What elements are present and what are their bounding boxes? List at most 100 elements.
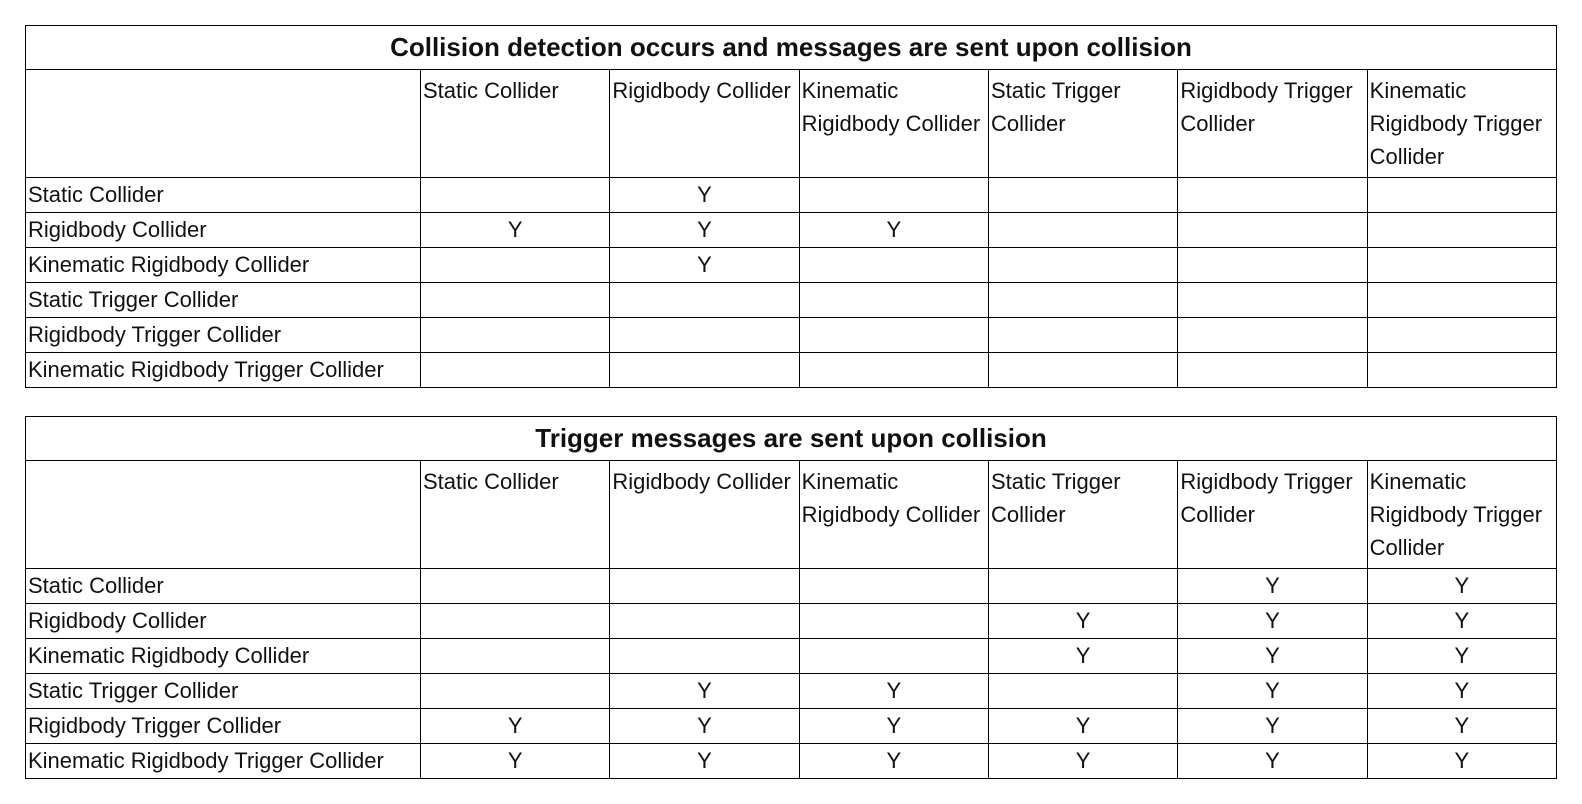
column-header: Static Trigger Collider (988, 70, 1177, 178)
table-row: Static Collider Y Y (26, 569, 1557, 604)
data-cell: Y (988, 744, 1177, 779)
data-cell (1367, 178, 1556, 213)
row-header: Rigidbody Collider (26, 213, 421, 248)
data-cell: Y (1178, 639, 1367, 674)
data-cell (988, 248, 1177, 283)
data-cell (1367, 318, 1556, 353)
data-cell (799, 639, 988, 674)
row-header: Kinematic Rigidbody Collider (26, 248, 421, 283)
data-cell: Y (799, 213, 988, 248)
collision-detection-table: Collision detection occurs and messages … (25, 25, 1557, 388)
data-cell (799, 353, 988, 388)
data-cell (421, 674, 610, 709)
data-cell: Y (799, 744, 988, 779)
column-header: Rigidbody Collider (610, 70, 799, 178)
data-cell: Y (421, 709, 610, 744)
data-cell (421, 283, 610, 318)
data-cell: Y (1178, 744, 1367, 779)
data-cell: Y (1367, 744, 1556, 779)
row-header: Rigidbody Trigger Collider (26, 709, 421, 744)
data-cell: Y (1367, 639, 1556, 674)
table-row: Kinematic Rigidbody Collider Y Y Y (26, 639, 1557, 674)
table-row: Kinematic Rigidbody Trigger Collider (26, 353, 1557, 388)
row-header: Static Collider (26, 569, 421, 604)
data-cell (421, 248, 610, 283)
table-row: Rigidbody Collider Y Y Y (26, 213, 1557, 248)
data-cell (1367, 353, 1556, 388)
column-header-row: Static Collider Rigidbody Collider Kinem… (26, 70, 1557, 178)
table-row: Static Collider Y (26, 178, 1557, 213)
data-cell: Y (610, 674, 799, 709)
table-title: Collision detection occurs and messages … (26, 26, 1557, 70)
data-cell (1367, 213, 1556, 248)
data-cell: Y (799, 709, 988, 744)
data-cell (421, 318, 610, 353)
data-cell (988, 353, 1177, 388)
data-cell: Y (988, 604, 1177, 639)
table-row: Rigidbody Trigger Collider Y Y Y Y Y Y (26, 709, 1557, 744)
data-cell (421, 353, 610, 388)
column-header: Rigidbody Trigger Collider (1178, 461, 1367, 569)
row-header: Rigidbody Collider (26, 604, 421, 639)
data-cell (1178, 318, 1367, 353)
data-cell (1178, 353, 1367, 388)
data-cell: Y (1367, 674, 1556, 709)
data-cell (421, 569, 610, 604)
data-cell: Y (610, 744, 799, 779)
row-header: Kinematic Rigidbody Trigger Collider (26, 353, 421, 388)
column-header: Static Collider (421, 461, 610, 569)
table-title-row: Trigger messages are sent upon collision (26, 417, 1557, 461)
data-cell: Y (799, 674, 988, 709)
data-cell (421, 604, 610, 639)
data-cell (610, 353, 799, 388)
data-cell: Y (1367, 709, 1556, 744)
data-cell (1178, 248, 1367, 283)
row-header: Kinematic Rigidbody Collider (26, 639, 421, 674)
table-row: Static Trigger Collider Y Y Y Y (26, 674, 1557, 709)
column-header-row: Static Collider Rigidbody Collider Kinem… (26, 461, 1557, 569)
column-header: Rigidbody Collider (610, 461, 799, 569)
data-cell: Y (1178, 569, 1367, 604)
table-gap (25, 388, 1557, 416)
data-cell (610, 604, 799, 639)
data-cell (610, 569, 799, 604)
data-cell (988, 178, 1177, 213)
data-cell (610, 318, 799, 353)
table-row: Static Trigger Collider (26, 283, 1557, 318)
data-cell (988, 318, 1177, 353)
row-header-blank (26, 461, 421, 569)
column-header: Kinematic Rigidbody Collider (799, 70, 988, 178)
data-cell: Y (610, 213, 799, 248)
table-row: Kinematic Rigidbody Collider Y (26, 248, 1557, 283)
column-header: Static Trigger Collider (988, 461, 1177, 569)
data-cell (799, 569, 988, 604)
table-title: Trigger messages are sent upon collision (26, 417, 1557, 461)
column-header: Static Collider (421, 70, 610, 178)
row-header: Kinematic Rigidbody Trigger Collider (26, 744, 421, 779)
row-header: Static Trigger Collider (26, 283, 421, 318)
data-cell: Y (988, 639, 1177, 674)
row-header: Rigidbody Trigger Collider (26, 318, 421, 353)
column-header: Kinematic Rigidbody Trigger Collider (1367, 461, 1556, 569)
data-cell (1178, 213, 1367, 248)
data-cell: Y (1178, 604, 1367, 639)
row-header-blank (26, 70, 421, 178)
data-cell: Y (421, 213, 610, 248)
data-cell: Y (988, 709, 1177, 744)
data-cell (799, 318, 988, 353)
data-cell: Y (1178, 709, 1367, 744)
data-cell: Y (1367, 569, 1556, 604)
data-cell: Y (1178, 674, 1367, 709)
data-cell (799, 248, 988, 283)
table-row: Kinematic Rigidbody Trigger Collider Y Y… (26, 744, 1557, 779)
data-cell (610, 639, 799, 674)
data-cell: Y (1367, 604, 1556, 639)
data-cell (988, 569, 1177, 604)
data-cell (799, 283, 988, 318)
data-cell (1178, 178, 1367, 213)
table-row: Rigidbody Collider Y Y Y (26, 604, 1557, 639)
data-cell (1367, 283, 1556, 318)
data-cell (799, 178, 988, 213)
data-cell (988, 213, 1177, 248)
data-cell (1178, 283, 1367, 318)
